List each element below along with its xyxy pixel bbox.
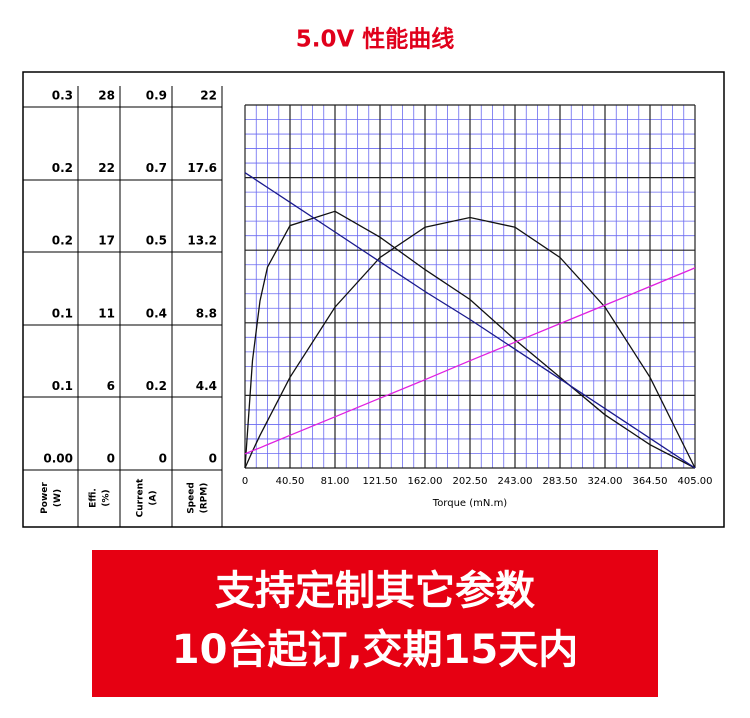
x-tick-label: 364.50: [633, 476, 668, 487]
x-tick-label: 405.00: [678, 476, 713, 487]
y-tick-label: 13.2: [187, 234, 217, 248]
y-tick-label: 0.5: [146, 234, 167, 248]
axis-name: Current: [136, 478, 146, 517]
x-tick-label: 243.00: [498, 476, 533, 487]
series-line: [244, 216, 696, 469]
y-tick-label: 0.7: [146, 161, 167, 175]
y-tick-label: 17.6: [187, 161, 217, 175]
axis-unit: (RPM): [200, 483, 210, 514]
y-tick-label: 0.00: [43, 452, 73, 466]
axis-name: Power: [40, 482, 50, 514]
y-tick-label: 0.1: [52, 379, 73, 393]
chart-title: 5.0V 性能曲线: [296, 26, 455, 53]
y-tick-label: 0.4: [146, 306, 167, 320]
x-tick-label: 0: [242, 476, 248, 487]
x-tick-label: 202.50: [453, 476, 488, 487]
y-tick-label: 0.1: [52, 306, 73, 320]
axis-unit: (W): [53, 489, 63, 507]
y-tick-label: 11: [98, 306, 115, 320]
y-tick-label: 0: [159, 452, 167, 466]
y-tick-label: 22: [200, 89, 217, 103]
y-tick-label: 0: [107, 452, 115, 466]
y-tick-label: 22: [98, 161, 115, 175]
banner-line: 支持定制其它参数: [215, 568, 535, 614]
frame: [22, 71, 725, 528]
x-axis-label: Torque (mN.m): [432, 498, 508, 509]
axis-unit: (%): [102, 489, 112, 506]
x-tick-label: 283.50: [543, 476, 578, 487]
x-tick-label: 162.00: [408, 476, 443, 487]
y-tick-label: 0.9: [146, 89, 167, 103]
chart: 0 40.50 81.00 121.50 162.00 202.50 243.00 283.5…: [23, 86, 713, 527]
banner: [92, 550, 658, 697]
y-tick-label: 6: [107, 379, 115, 393]
y-tick-label: 4.4: [196, 379, 217, 393]
x-tick-label: 324.00: [588, 476, 623, 487]
series-line: [244, 210, 696, 469]
x-tick-label: 121.50: [363, 476, 398, 487]
y-tick-label: 0: [209, 452, 217, 466]
y-tick-label: 0.2: [52, 234, 73, 248]
y-tick-label: 28: [98, 89, 115, 103]
series-line: [244, 172, 696, 469]
y-tick-label: 17: [98, 234, 115, 248]
banner-line: 10台起订,交期15天内: [172, 627, 579, 673]
y-tick-label: 8.8: [196, 306, 217, 320]
axis-name: Effi.: [89, 488, 99, 508]
y-tick-label: 0.2: [146, 379, 167, 393]
x-tick-label: 40.50: [276, 476, 305, 487]
axis-unit: (A): [149, 490, 159, 505]
axis-name: Speed: [187, 482, 197, 514]
series-line: [244, 267, 696, 455]
x-tick-label: 81.00: [321, 476, 350, 487]
y-tick-label: 0.3: [52, 89, 73, 103]
y-tick-label: 0.2: [52, 161, 73, 175]
